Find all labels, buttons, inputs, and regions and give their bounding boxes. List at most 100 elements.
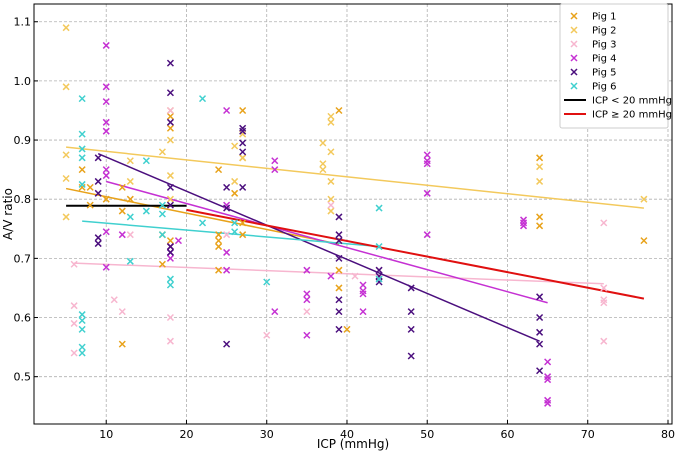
- data-point: [343, 325, 351, 333]
- legend: Pig 1 Pig 2 Pig 3 Pig 4 Pig 5 Pig 6 ICP < 20 m…: [559, 3, 672, 129]
- data-point: [102, 41, 110, 49]
- data-point: [359, 290, 367, 298]
- data-point: [640, 237, 648, 245]
- data-point: [166, 112, 174, 120]
- x-axis-label: ICP (mmHg): [317, 437, 389, 451]
- data-point: [423, 151, 431, 159]
- data-point: [407, 325, 415, 333]
- data-point: [335, 237, 343, 245]
- data-point: [102, 228, 110, 236]
- data-point: [142, 207, 150, 215]
- data-point: [166, 237, 174, 245]
- data-point: [166, 337, 174, 345]
- data-point: [375, 243, 383, 251]
- data-point: [166, 172, 174, 180]
- data-point: [544, 376, 552, 384]
- data-point: [215, 266, 223, 274]
- data-point: [319, 160, 327, 168]
- data-point: [327, 207, 335, 215]
- data-point: [118, 231, 126, 239]
- data-point: [319, 139, 327, 147]
- data-point: [78, 166, 86, 174]
- data-point: [231, 228, 239, 236]
- y-tick-label: 0.6: [14, 312, 32, 325]
- y-tick-label: 1.0: [14, 75, 32, 88]
- data-point: [327, 118, 335, 126]
- data-point: [78, 325, 86, 333]
- data-point: [231, 142, 239, 150]
- data-point: [319, 166, 327, 174]
- data-point: [239, 127, 247, 135]
- data-point: [126, 257, 134, 265]
- data-point: [78, 311, 86, 319]
- data-point: [335, 325, 343, 333]
- legend-box: [559, 3, 669, 129]
- data-point: [78, 95, 86, 103]
- data-point: [223, 204, 231, 212]
- data-point: [102, 127, 110, 135]
- data-point: [407, 352, 415, 360]
- x-tick-label: 20: [179, 428, 193, 441]
- data-point: [86, 183, 94, 191]
- data-point: [215, 166, 223, 174]
- data-point: [335, 266, 343, 274]
- data-point: [118, 183, 126, 191]
- data-point: [118, 340, 126, 348]
- data-point: [166, 136, 174, 144]
- data-point: [70, 260, 78, 268]
- data-point: [375, 204, 383, 212]
- data-point: [110, 296, 118, 304]
- data-point: [231, 219, 239, 227]
- data-point: [62, 213, 70, 221]
- legend-label: Pig 1: [592, 12, 616, 23]
- data-point: [600, 337, 608, 345]
- data-point: [544, 358, 552, 366]
- legend-label: ICP ≥ 20 mmHg: [592, 110, 672, 121]
- data-point: [102, 98, 110, 106]
- data-point: [126, 213, 134, 221]
- data-point: [198, 95, 207, 103]
- data-point: [158, 231, 166, 239]
- data-point: [536, 293, 544, 301]
- data-point: [78, 316, 86, 325]
- x-tick-label: 10: [99, 428, 113, 441]
- y-tick-label: 0.5: [14, 371, 32, 384]
- data-point: [536, 154, 544, 162]
- legend-marker: [570, 54, 578, 62]
- data-point: [166, 89, 174, 97]
- data-point: [263, 331, 271, 339]
- x-tick-label: 80: [661, 428, 675, 441]
- data-point: [536, 340, 544, 348]
- data-point: [335, 308, 343, 316]
- legend-label: ICP < 20 mmHg: [592, 96, 672, 107]
- data-point: [239, 154, 247, 162]
- data-point: [198, 219, 207, 227]
- data-point: [94, 234, 102, 242]
- data-point: [142, 157, 150, 165]
- trend-line: [66, 146, 644, 209]
- data-point: [102, 172, 110, 180]
- trend-line: [82, 220, 380, 248]
- data-point: [118, 308, 126, 316]
- data-point: [327, 177, 335, 185]
- data-point: [158, 201, 166, 209]
- data-point: [166, 195, 174, 203]
- data-point: [62, 24, 70, 32]
- data-point: [263, 278, 271, 286]
- data-point: [62, 83, 70, 91]
- data-point: [166, 183, 174, 191]
- data-point: [166, 313, 174, 322]
- legend-marker: [570, 26, 578, 34]
- data-point: [271, 157, 279, 165]
- data-point: [231, 189, 239, 197]
- data-point: [118, 207, 126, 215]
- data-point: [327, 148, 335, 156]
- data-point: [94, 189, 102, 197]
- data-point: [166, 248, 174, 256]
- data-point: [351, 272, 359, 280]
- data-point: [327, 201, 335, 209]
- data-point: [215, 231, 223, 239]
- data-point: [102, 166, 110, 174]
- data-point: [335, 284, 343, 292]
- x-tick-label: 30: [260, 428, 274, 441]
